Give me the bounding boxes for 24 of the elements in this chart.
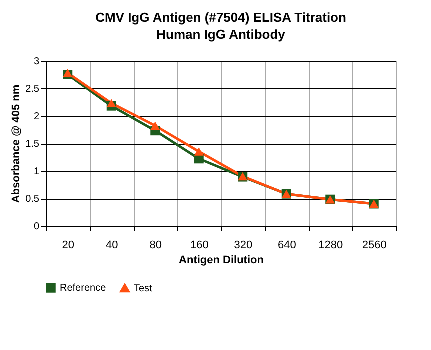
x-tick-label: 160 bbox=[190, 240, 209, 252]
x-tick-label: 20 bbox=[62, 240, 74, 252]
legend-label: Reference bbox=[60, 283, 107, 294]
y-tick-label: 3 bbox=[34, 56, 40, 68]
y-tick-label: 2 bbox=[34, 112, 40, 122]
x-tick-label: 80 bbox=[150, 240, 162, 252]
legend-label: Test bbox=[134, 283, 153, 294]
x-tick-label: 2560 bbox=[362, 240, 387, 252]
y-tick-label: 0.5 bbox=[26, 194, 40, 205]
x-tick-label: 1280 bbox=[318, 240, 344, 252]
y-tick-label: 1.5 bbox=[26, 139, 40, 150]
y-tick-label: 0 bbox=[34, 222, 40, 232]
chart-subtitle: Human IgG Antibody bbox=[156, 27, 286, 42]
point bbox=[150, 122, 160, 130]
y-tick-label: 2.5 bbox=[26, 84, 40, 95]
y-axis-title: Absorbance @ 405 nm bbox=[10, 84, 23, 204]
point bbox=[106, 99, 116, 108]
chart-title: CMV IgG Antigen (#7504) ELISA Titration bbox=[96, 10, 346, 25]
x-tick-label: 40 bbox=[106, 240, 118, 252]
point bbox=[194, 148, 204, 156]
x-tick-label: 320 bbox=[234, 240, 253, 252]
y-tick-label: 1 bbox=[34, 166, 40, 178]
x-tick-label: 640 bbox=[278, 240, 296, 252]
x-axis-title: Antigen Dilution bbox=[179, 254, 264, 266]
